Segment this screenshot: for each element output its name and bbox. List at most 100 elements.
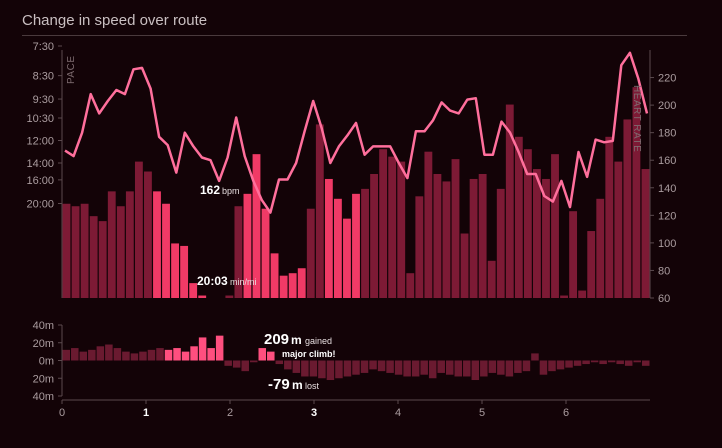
speed-bar [496, 188, 505, 298]
elevation-bar [599, 360, 607, 365]
speed-bar [315, 124, 324, 299]
speed-bar [352, 193, 360, 298]
elevation-bar [156, 348, 164, 361]
speed-bar [261, 208, 270, 298]
distance-tick-label: 0 [59, 407, 65, 419]
heart-rate-tick-label: 140 [658, 183, 676, 195]
elevation-bar [445, 360, 454, 375]
elevation-bar [62, 349, 71, 361]
elevation-bar [369, 360, 377, 370]
heart-rate-line-group [64, 51, 649, 214]
gained-unit: m [291, 333, 302, 347]
lost-value: -79 [268, 376, 290, 393]
elevation-bar [284, 360, 292, 370]
elevation-bar [241, 360, 249, 372]
heart-rate-tick-label: 60 [658, 293, 670, 305]
pace-tick-label: 14:00 [26, 158, 54, 170]
bpm-unit: bpm [222, 186, 240, 196]
gained-label: gained [305, 336, 332, 346]
elevation-bar [386, 360, 394, 373]
title-divider [22, 35, 687, 36]
elevation-bar [403, 360, 411, 377]
elevation-bar [616, 360, 624, 365]
elevation-bar [139, 351, 147, 361]
elevation-tick-label: 20m [33, 338, 54, 350]
speed-bar [632, 87, 641, 298]
speed-bar [306, 208, 315, 298]
speed-bar [297, 268, 306, 298]
speed-bar [578, 290, 587, 298]
speed-bars [62, 87, 650, 299]
elevation-bar [463, 360, 471, 377]
pace-tick-label: 20:00 [26, 199, 54, 211]
speed-bar [125, 191, 134, 298]
elevation-bar [318, 360, 326, 379]
speed-bar [542, 178, 550, 298]
pace-tick-label: 8:30 [33, 71, 54, 83]
elevation-bar [71, 348, 79, 361]
elevation-bar [249, 360, 258, 363]
speed-bar [252, 154, 261, 298]
distance-tick-label: 3 [311, 407, 317, 419]
distance-tick-label: 4 [395, 407, 401, 419]
speed-bar [288, 273, 297, 298]
elevation-bar [437, 360, 445, 373]
speed-bar [551, 154, 559, 298]
elevation-bar [539, 360, 548, 375]
speed-bar [523, 149, 532, 298]
elevation-bar [480, 360, 488, 377]
elevation-bar [360, 360, 369, 373]
elevation-bar [505, 360, 514, 377]
speed-bar [98, 221, 107, 298]
heart-rate-tick-label: 100 [658, 238, 676, 250]
bpm-value: 162 [200, 183, 220, 197]
elevation-bar [326, 360, 335, 381]
speed-bar [153, 191, 161, 298]
distance-tick-label: 2 [227, 407, 233, 419]
pace-tick-label: 10:30 [26, 113, 54, 125]
pace-value: 20:03 [197, 274, 228, 288]
speed-bar [569, 211, 578, 298]
elevation-bar [454, 360, 463, 377]
speed-bar [514, 136, 523, 298]
elevation-bar [514, 360, 522, 373]
elevation-bar [267, 351, 275, 361]
speed-bar [442, 181, 451, 298]
elevation-bar [232, 360, 241, 368]
elevation-bar [343, 360, 352, 377]
elevation-bar [497, 360, 505, 375]
speed-bar [107, 191, 116, 298]
elevation-bar [207, 348, 215, 361]
elevation-bar [275, 360, 284, 365]
speed-bar [596, 198, 605, 298]
distance-tick-label: 5 [479, 407, 485, 419]
pace-annotation: 20:03 min/mi [197, 274, 257, 288]
elevation-bar [181, 351, 190, 361]
speed-bar [460, 233, 469, 298]
speed-bar [134, 161, 143, 298]
speed-bar [225, 295, 234, 298]
heart-rate-line [64, 51, 649, 214]
speed-bar [388, 156, 397, 298]
speed-bar [433, 174, 442, 298]
elevation-bar [122, 351, 130, 361]
heart-rate-tick-label: 160 [658, 155, 676, 167]
speed-bar [71, 206, 80, 298]
pace-tick-label: 16:00 [26, 175, 54, 187]
speed-bar [614, 161, 623, 298]
elevation-bar [215, 335, 224, 361]
speed-bar [234, 206, 243, 298]
speed-bar [415, 196, 424, 298]
speed-bar [424, 151, 433, 298]
elevation-tick-label: 20m [33, 373, 54, 385]
distance-tick-label: 1 [143, 407, 149, 419]
elevation-bar [411, 360, 420, 377]
elevation-bar [198, 337, 207, 361]
heart-rate-tick-label: 180 [658, 128, 676, 140]
speed-bar [487, 260, 496, 298]
pace-tick-label: 12:00 [26, 136, 54, 148]
speed-bar [243, 193, 252, 298]
elevation-tick-label: 40m [33, 391, 54, 403]
elevation-bar [548, 360, 556, 372]
climb-label: major climb! [282, 349, 336, 359]
